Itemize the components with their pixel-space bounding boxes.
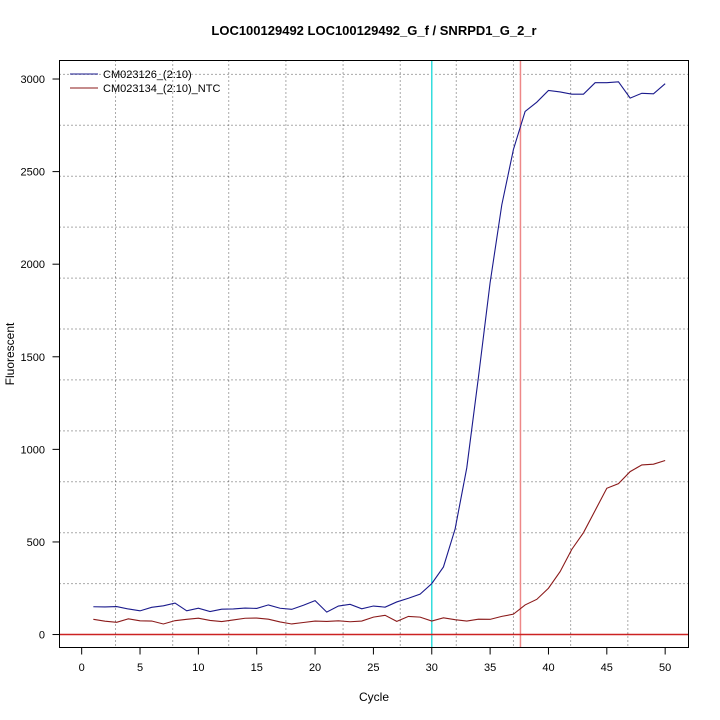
vline-layer [431, 60, 522, 648]
x-tick-label: 25 [367, 662, 379, 674]
series-line-1 [93, 81, 666, 613]
series-line-2 [93, 459, 666, 625]
x-tick-label: 15 [251, 662, 263, 674]
x-tick-label: 5 [137, 662, 143, 674]
x-tick-label: 35 [484, 662, 496, 674]
legend-label-2: CM023134_(2:10)_NTC [103, 83, 220, 95]
y-tick-label: 500 [27, 537, 45, 549]
y-tick-label: 3000 [21, 74, 45, 86]
y-tick-label: 1500 [21, 352, 45, 364]
y-tick-label: 0 [39, 630, 45, 642]
x-tick-label: 40 [542, 662, 554, 674]
x-tick-label: 10 [192, 662, 204, 674]
x-tick-label: 0 [79, 662, 85, 674]
chart-title: LOC100129492 LOC100129492_G_f / SNRPD1_G… [211, 23, 536, 38]
series-layer [93, 81, 666, 625]
x-tick-label: 20 [309, 662, 321, 674]
legend: CM023126_(2:10) CM023134_(2:10)_NTC [70, 69, 220, 95]
y-axis: 0 500 1000 1500 2000 2500 3000 [21, 74, 60, 642]
x-tick-label: 45 [601, 662, 613, 674]
y-tick-label: 1000 [21, 444, 45, 456]
y-tick-label: 2500 [21, 167, 45, 179]
x-tick-label: 30 [426, 662, 438, 674]
y-axis-label: Fluorescent [3, 322, 17, 385]
legend-label-1: CM023126_(2:10) [103, 69, 192, 81]
x-tick-label: 50 [659, 662, 671, 674]
plot-frame [59, 60, 689, 648]
x-axis-label: Cycle [359, 690, 389, 704]
y-tick-label: 2000 [21, 259, 45, 271]
x-axis: 0 5 10 15 20 25 30 35 40 45 50 [79, 647, 671, 674]
